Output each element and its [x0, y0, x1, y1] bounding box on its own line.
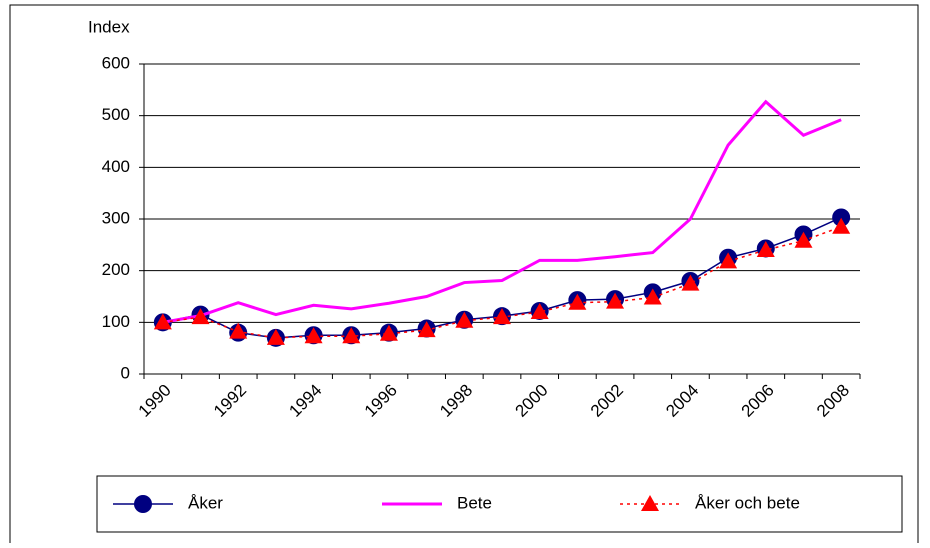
legend-box [96, 475, 903, 533]
data-point [530, 303, 549, 319]
y-axis-label: Index [88, 17, 130, 36]
data-point [756, 241, 775, 257]
data-point [304, 327, 323, 344]
data-point [153, 313, 172, 330]
data-point [832, 217, 851, 234]
y-tick-label: 300 [102, 208, 130, 227]
data-point [568, 293, 587, 310]
data-point [191, 308, 210, 325]
y-tick-label: 0 [121, 363, 130, 382]
y-tick-label: 600 [102, 53, 130, 72]
data-point [342, 327, 361, 344]
data-point [832, 208, 851, 227]
data-point [266, 328, 285, 345]
y-tick-label: 100 [102, 312, 130, 331]
y-tick-label: 200 [102, 260, 130, 279]
data-point [681, 274, 700, 291]
data-point [719, 252, 738, 269]
legend-marker [641, 495, 659, 511]
legend-label: Bete [457, 493, 492, 512]
legend-label: Åker [188, 493, 223, 512]
y-tick-label: 400 [102, 157, 130, 176]
series-line [162, 99, 842, 324]
data-point [794, 231, 813, 248]
data-point [493, 308, 511, 325]
data-point [379, 324, 398, 341]
legend-label: Åker och bete [695, 493, 800, 512]
legend-marker [134, 495, 152, 513]
chart-border [9, 4, 919, 546]
data-point [229, 322, 248, 339]
data-point [455, 311, 474, 328]
y-tick-label: 500 [102, 105, 130, 124]
data-point [606, 292, 625, 309]
data-point [643, 288, 662, 305]
data-point [417, 321, 436, 338]
